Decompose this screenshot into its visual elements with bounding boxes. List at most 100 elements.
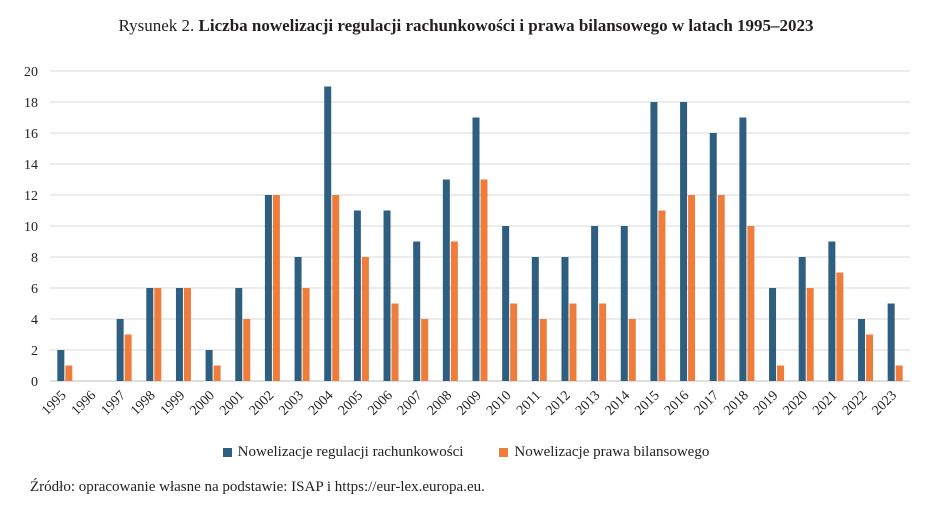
bar-bilansowe-2006 <box>391 303 399 381</box>
x-tick-label-2015: 2015 <box>632 388 662 418</box>
legend-item-bilansowe: Nowelizacje prawa bilansowego <box>499 444 709 461</box>
y-tick-label-18: 18 <box>24 96 38 111</box>
bar-regulacje-2012 <box>561 257 569 381</box>
bar-regulacje-2023 <box>887 303 895 381</box>
x-tick-label-2000: 2000 <box>188 388 218 418</box>
bar-bilansowe-2018 <box>747 226 755 381</box>
bar-regulacje-2011 <box>531 257 539 381</box>
x-tick-label-2018: 2018 <box>721 388 751 418</box>
x-tick-label-2016: 2016 <box>662 388 692 418</box>
x-tick-label-2001: 2001 <box>217 388 247 418</box>
bar-bilansowe-2001 <box>243 319 251 381</box>
x-tick-label-2017: 2017 <box>692 388 722 418</box>
bar-regulacje-2007 <box>413 241 421 381</box>
bar-bilansowe-2003 <box>302 288 310 381</box>
bar-bilansowe-2004 <box>332 195 340 381</box>
bar-regulacje-2014 <box>620 226 628 381</box>
bar-bilansowe-2014 <box>628 319 636 381</box>
y-tick-label-6: 6 <box>31 282 38 297</box>
x-tick-label-2023: 2023 <box>870 388 900 418</box>
x-tick-label-2012: 2012 <box>543 388 573 418</box>
figure-title-text: Liczba nowelizacji regulacji rachunkowoś… <box>198 16 814 35</box>
bar-regulacje-2013 <box>591 226 599 381</box>
bar-regulacje-2010 <box>502 226 510 381</box>
bar-bilansowe-2008 <box>450 241 458 381</box>
legend-item-regulacje: Nowelizacje regulacji rachunkowości <box>222 444 464 461</box>
bar-bilansowe-2005 <box>361 257 369 381</box>
x-tick-label-2014: 2014 <box>603 388 633 418</box>
bar-regulacje-2009 <box>472 117 480 381</box>
bar-regulacje-2002 <box>264 195 272 381</box>
x-tick-label-2002: 2002 <box>247 388 277 418</box>
y-tick-label-14: 14 <box>24 158 38 173</box>
bar-bilansowe-2007 <box>421 319 429 381</box>
legend-swatch-bilansowe <box>499 448 509 457</box>
x-tick-label-2008: 2008 <box>425 388 455 418</box>
bar-bilansowe-2015 <box>658 210 666 381</box>
y-tick-label-20: 20 <box>24 65 38 80</box>
bar-regulacje-1998 <box>146 288 154 381</box>
bar-regulacje-2022 <box>858 319 866 381</box>
bar-bilansowe-2016 <box>688 195 696 381</box>
x-tick-label-2009: 2009 <box>454 388 484 418</box>
bar-bilansowe-2017 <box>717 195 725 381</box>
x-tick-label-1996: 1996 <box>69 388 99 418</box>
bar-bilansowe-2019 <box>777 365 785 381</box>
bar-regulacje-2005 <box>353 210 361 381</box>
figure-label: Rysunek 2. <box>118 16 195 35</box>
y-tick-label-0: 0 <box>31 375 38 390</box>
bar-regulacje-2008 <box>442 179 450 381</box>
figure-source: Źródło: opracowanie własne na podstawie:… <box>30 479 485 495</box>
bar-bilansowe-2021 <box>836 272 844 381</box>
y-tick-label-12: 12 <box>24 189 38 204</box>
x-tick-label-2022: 2022 <box>840 388 870 418</box>
bar-regulacje-2003 <box>294 257 302 381</box>
x-tick-label-2020: 2020 <box>781 388 811 418</box>
y-tick-label-8: 8 <box>31 251 38 266</box>
bar-bilansowe-2013 <box>599 303 607 381</box>
y-tick-label-16: 16 <box>24 127 38 142</box>
bar-regulacje-2021 <box>828 241 836 381</box>
x-tick-label-1995: 1995 <box>39 388 69 418</box>
legend-label-bilansowe: Nowelizacje prawa bilansowego <box>514 444 710 460</box>
bar-regulacje-1999 <box>175 288 183 381</box>
bar-regulacje-1997 <box>116 319 124 381</box>
y-tick-label-10: 10 <box>24 220 38 235</box>
bar-bilansowe-1997 <box>124 334 132 381</box>
x-tick-label-2004: 2004 <box>306 388 336 418</box>
bar-bilansowe-1999 <box>183 288 191 381</box>
y-tick-label-2: 2 <box>31 344 38 359</box>
bar-regulacje-1995 <box>57 350 65 381</box>
x-tick-label-2007: 2007 <box>395 388 425 418</box>
bar-bilansowe-2011 <box>539 319 547 381</box>
bar-bilansowe-2009 <box>480 179 488 381</box>
legend-label-regulacje: Nowelizacje regulacji rachunkowości <box>237 444 464 460</box>
x-tick-label-2006: 2006 <box>365 388 395 418</box>
x-tick-label-2011: 2011 <box>514 388 544 418</box>
bar-regulacje-2004 <box>324 86 332 381</box>
bar-regulacje-2016 <box>680 102 688 381</box>
bar-bilansowe-2012 <box>569 303 577 381</box>
x-tick-label-1998: 1998 <box>128 388 158 418</box>
bar-regulacje-2006 <box>383 210 391 381</box>
figure-title: Rysunek 2. Liczba nowelizacji regulacji … <box>0 16 932 36</box>
y-tick-label-4: 4 <box>31 313 38 328</box>
x-tick-label-1999: 1999 <box>158 388 188 418</box>
x-tick-label-2005: 2005 <box>336 388 366 418</box>
legend: Nowelizacje regulacji rachunkowości Nowe… <box>0 444 932 461</box>
bar-regulacje-2020 <box>798 257 806 381</box>
bar-regulacje-2000 <box>205 350 213 381</box>
bar-regulacje-2018 <box>739 117 747 381</box>
legend-swatch-regulacje <box>222 448 232 457</box>
x-tick-label-2013: 2013 <box>573 388 603 418</box>
x-tick-label-2021: 2021 <box>810 388 840 418</box>
bar-bilansowe-1995 <box>65 365 73 381</box>
bar-bilansowe-2023 <box>895 365 903 381</box>
bar-bilansowe-2010 <box>510 303 518 381</box>
bar-regulacje-2015 <box>650 102 658 381</box>
bar-regulacje-2019 <box>769 288 777 381</box>
bar-regulacje-2017 <box>709 133 717 381</box>
bar-bilansowe-2022 <box>866 334 874 381</box>
bar-regulacje-2001 <box>235 288 243 381</box>
